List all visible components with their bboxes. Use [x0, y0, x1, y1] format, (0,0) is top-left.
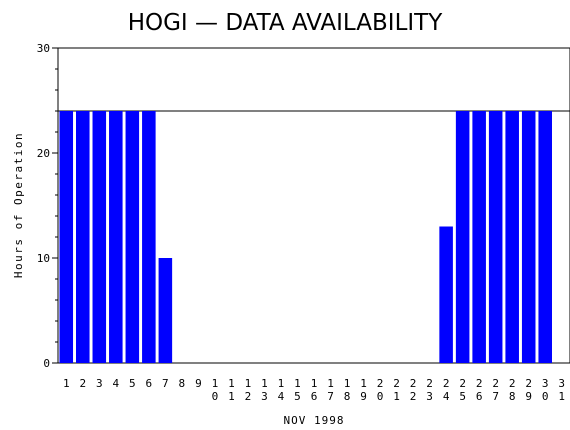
x-tick-label: 7	[162, 377, 169, 390]
bars	[59, 111, 552, 363]
y-tick-label: 10	[37, 252, 50, 265]
x-tick-label: 6	[146, 377, 153, 390]
y-tick-label: 20	[37, 147, 50, 160]
bar	[59, 111, 74, 363]
x-tick-label: 1	[63, 377, 70, 390]
bar	[439, 226, 453, 363]
y-tick-label: 0	[43, 357, 50, 370]
y-tick-label: 30	[37, 42, 50, 55]
bar	[76, 111, 90, 363]
bar	[488, 111, 503, 363]
bar	[158, 258, 173, 363]
y-axis-label: Hours of Operation	[12, 132, 25, 278]
x-tick-label: 3	[96, 377, 103, 390]
x-tick-label: 8	[179, 377, 186, 390]
x-tick-label: 9	[195, 377, 202, 390]
x-axis: 1 2 3 4 5 6 7 8 9 1 01 11 21 31 41 51 61 71 81 92 02 12 22 32 42…	[63, 377, 565, 403]
x-axis-label: NOV 1998	[284, 414, 345, 427]
x-tick-label: 5	[129, 377, 136, 390]
x-tick-label: 4	[112, 377, 119, 390]
bar	[505, 111, 519, 363]
y-axis: 0 10 20 30	[37, 42, 58, 370]
plot-frame	[57, 47, 570, 364]
x-tick-label: 2	[79, 377, 86, 390]
bar	[538, 111, 552, 363]
bar	[92, 111, 107, 363]
bar	[521, 111, 536, 363]
bar	[125, 111, 140, 363]
bar	[109, 111, 123, 363]
chart-title: HOGI — DATA AVAILABILITY	[128, 10, 444, 36]
bar	[455, 111, 470, 363]
bar	[142, 111, 156, 363]
bar	[472, 111, 486, 363]
